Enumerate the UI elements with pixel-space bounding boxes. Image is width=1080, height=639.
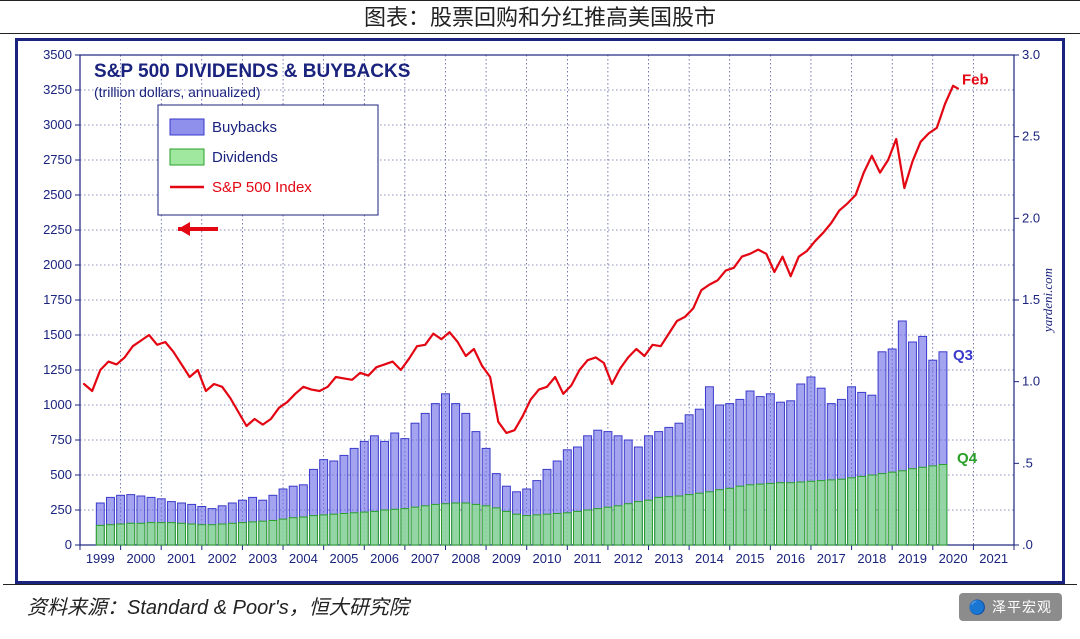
svg-text:2010: 2010 (533, 551, 562, 566)
svg-text:2002: 2002 (208, 551, 237, 566)
svg-text:2004: 2004 (289, 551, 318, 566)
svg-text:2012: 2012 (614, 551, 643, 566)
svg-text:500: 500 (50, 467, 72, 482)
svg-text:2.0: 2.0 (1022, 210, 1040, 225)
page-title: 图表：股票回购和分红推高美国股市 (0, 0, 1080, 34)
svg-text:1.5: 1.5 (1022, 292, 1040, 307)
svg-text:Q4: Q4 (957, 450, 978, 467)
svg-text:2006: 2006 (370, 551, 399, 566)
svg-text:1000: 1000 (43, 397, 72, 412)
svg-text:Feb: Feb (962, 72, 989, 89)
svg-text:2003: 2003 (248, 551, 277, 566)
svg-text:2000: 2000 (126, 551, 155, 566)
svg-text:250: 250 (50, 502, 72, 517)
svg-text:2001: 2001 (167, 551, 196, 566)
svg-text:(trillion dollars, annualized): (trillion dollars, annualized) (94, 84, 261, 100)
svg-text:Buybacks: Buybacks (212, 119, 277, 136)
svg-text:2020: 2020 (939, 551, 968, 566)
svg-text:1250: 1250 (43, 362, 72, 377)
svg-text:2007: 2007 (411, 551, 440, 566)
chart-frame: 0 250 500 750 1000 1250 1500 1750 2000 2250 2500 27… (15, 38, 1065, 584)
svg-text:2013: 2013 (654, 551, 683, 566)
svg-text:750: 750 (50, 432, 72, 447)
svg-text:1.0: 1.0 (1022, 374, 1040, 389)
watermark: 🔵 泽平宏观 (959, 593, 1062, 621)
svg-text:Dividends: Dividends (212, 149, 278, 166)
svg-text:2018: 2018 (857, 551, 886, 566)
svg-text:S&P 500 Index: S&P 500 Index (212, 179, 312, 196)
svg-text:.0: .0 (1022, 537, 1033, 552)
svg-text:S&P 500 DIVIDENDS & BUYBACKS: S&P 500 DIVIDENDS & BUYBACKS (94, 61, 410, 82)
svg-text:3250: 3250 (43, 82, 72, 97)
svg-text:2014: 2014 (695, 551, 724, 566)
svg-text:1500: 1500 (43, 327, 72, 342)
svg-text:2005: 2005 (329, 551, 358, 566)
source-line: 资料来源：Standard & Poor's，恒大研究院 (3, 584, 1077, 620)
svg-text:2.5: 2.5 (1022, 129, 1040, 144)
svg-text:.5: .5 (1022, 455, 1033, 470)
svg-text:2019: 2019 (898, 551, 927, 566)
svg-text:2009: 2009 (492, 551, 521, 566)
svg-text:Q3: Q3 (953, 347, 973, 364)
svg-text:2000: 2000 (43, 257, 72, 272)
svg-text:2008: 2008 (451, 551, 480, 566)
svg-text:3500: 3500 (43, 47, 72, 62)
chart-svg: 0 250 500 750 1000 1250 1500 1750 2000 2250 2500 27… (18, 41, 1062, 581)
svg-text:0: 0 (65, 537, 72, 552)
svg-text:2750: 2750 (43, 152, 72, 167)
svg-text:3.0: 3.0 (1022, 47, 1040, 62)
page-root: 图表：股票回购和分红推高美国股市 0 250 500 750 1000 1250 1500 1… (0, 0, 1080, 639)
svg-text:1999: 1999 (86, 551, 115, 566)
svg-text:yardeni.com: yardeni.com (1040, 268, 1055, 334)
svg-text:2250: 2250 (43, 222, 72, 237)
svg-text:3000: 3000 (43, 117, 72, 132)
svg-text:2015: 2015 (736, 551, 765, 566)
svg-text:2011: 2011 (574, 551, 602, 566)
svg-text:2016: 2016 (776, 551, 805, 566)
svg-text:1750: 1750 (43, 292, 72, 307)
svg-text:2500: 2500 (43, 187, 72, 202)
svg-text:2021: 2021 (979, 551, 1008, 566)
svg-text:2017: 2017 (817, 551, 846, 566)
